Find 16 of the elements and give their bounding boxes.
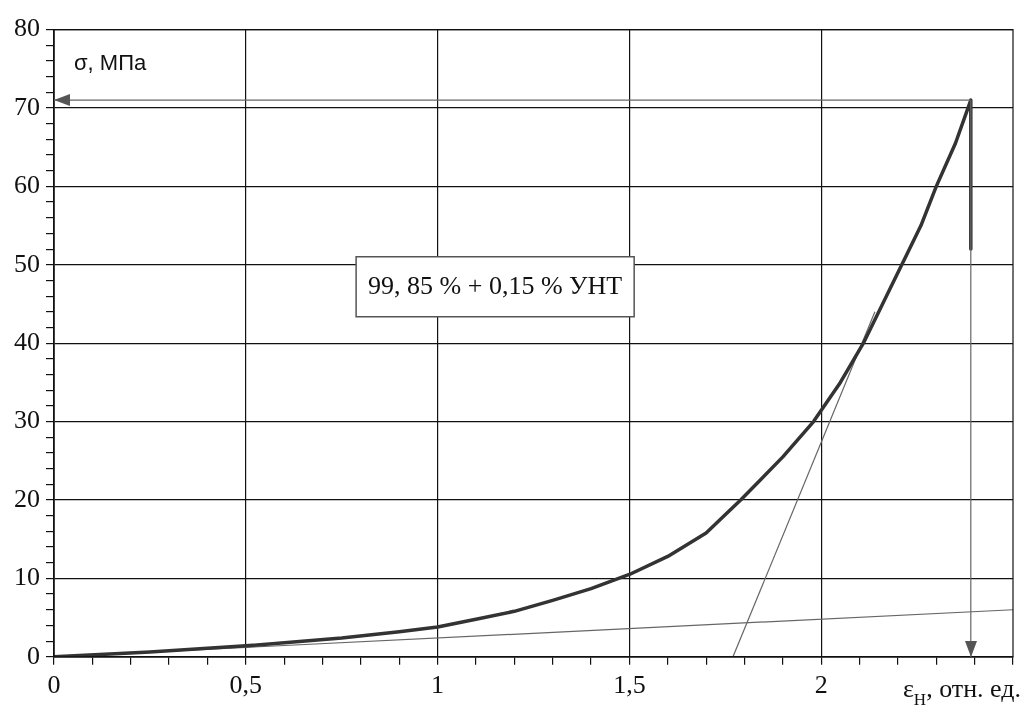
annotation: 99, 85 % + 0,15 % УНТ	[368, 270, 623, 300]
y-tick-label: 70	[14, 91, 40, 121]
x-tick-label: 1	[431, 670, 445, 700]
y-tick-label: 50	[14, 248, 40, 278]
x-tick-label: 0	[47, 670, 61, 700]
y-tick-label: 40	[14, 327, 40, 357]
x-tick-label: 0,5	[229, 670, 263, 700]
y-axis-title: σ, МПа	[74, 49, 147, 75]
x-tick-label: 2	[814, 670, 828, 700]
y-tick-label: 10	[14, 562, 40, 592]
y-tick-label: 20	[14, 483, 40, 513]
y-tick-label: 30	[14, 405, 40, 435]
y-tick-label: 80	[14, 13, 40, 43]
y-tick-label: 0	[27, 640, 40, 670]
x-tick-label: 1,5	[613, 670, 646, 700]
y-tick-label: 60	[14, 170, 40, 200]
